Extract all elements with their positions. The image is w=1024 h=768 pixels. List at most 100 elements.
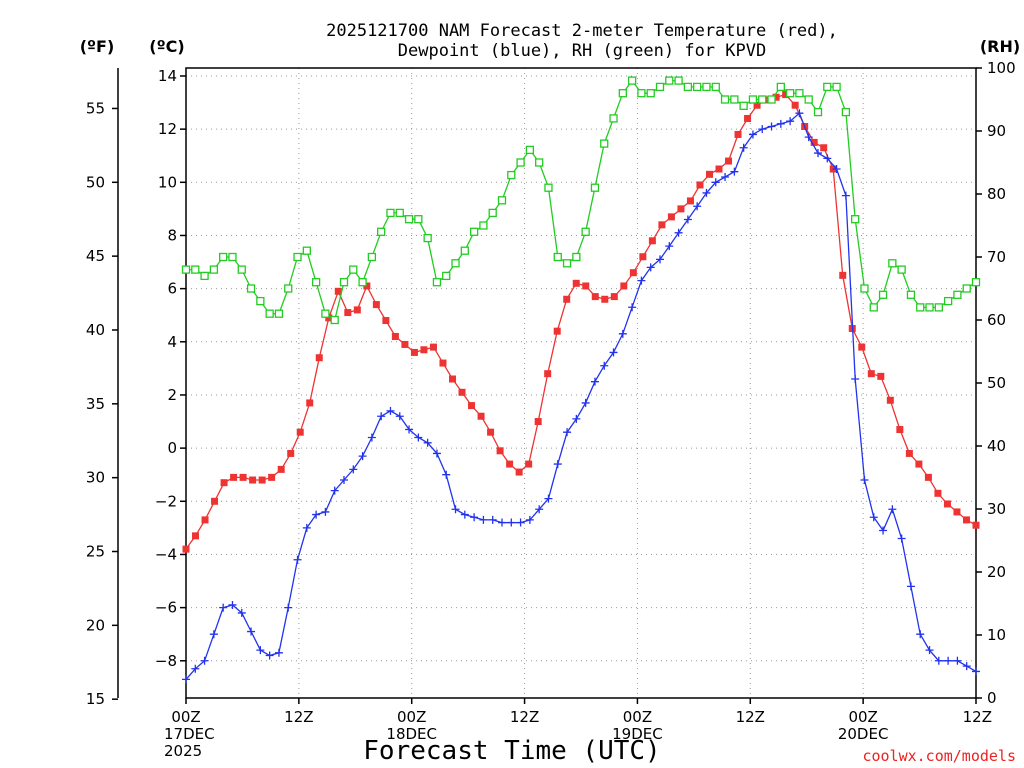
rh-point [404,215,414,224]
rh-point [813,107,823,117]
dewpoint-point [544,494,553,503]
dewpoint-point [191,664,200,673]
dewpoint-point [423,438,432,447]
dewpoint-point [758,125,767,134]
dewpoint-point [897,534,906,543]
dewpoint-point [953,656,962,665]
x-tick-label: 12Z [963,708,992,726]
dewpoint-point [525,515,534,524]
temperature-point [905,449,913,457]
x-tick-label: 12Z [510,708,539,726]
rh-point [572,252,581,262]
dewpoint-point [265,651,274,660]
temperature-point [382,317,390,325]
rh-point [191,265,200,274]
series-temperature [182,91,980,553]
rh-line [186,79,977,322]
dewpoint-point [507,518,516,527]
dewpoint-point [925,646,934,655]
temperature-point [372,301,380,309]
rh-point [423,233,432,243]
rh-point [739,101,748,110]
rh-point [209,265,219,274]
rh-point [488,208,497,218]
rh-tick-label: 60 [987,311,1006,329]
dewpoint-point [358,452,367,461]
rh-point [497,196,507,205]
temperature-point [744,115,752,123]
temperature-point [239,473,247,481]
temperature-point [192,532,200,540]
dewpoint-point [312,510,321,519]
temperature-point [572,279,580,287]
dewpoint-point [869,513,878,522]
dewpoint-point [182,675,190,684]
rh-point [878,290,888,299]
series-dewpoint [182,109,980,684]
dewpoint-point [944,656,953,665]
dewpoint-point [823,154,832,163]
dewpoint-point [674,228,683,237]
rh-point [711,82,720,92]
dewpoint-point [934,656,943,665]
dewpoint-point [972,667,980,676]
rh-tick-label: 10 [987,626,1006,644]
dewpoint-point [367,433,376,442]
temperature-point [249,476,257,484]
rh-tick-label: 30 [987,500,1006,518]
dewpoint-point [200,656,209,665]
rh-point [851,215,860,224]
dewpoint-point [237,608,246,617]
rh-point [600,139,609,148]
dewpoint-point [293,555,302,564]
rh-point [906,290,916,299]
dewpoint-point [432,449,441,458]
fahrenheit-tick-label: 55 [86,99,105,117]
temperature-point [753,101,761,109]
celsius-tick-label: 14 [158,67,177,85]
dewpoint-point [814,149,822,158]
temperature-point [886,396,894,404]
temperature-point [296,428,304,436]
rh-point [618,89,627,98]
rh-unit-label: (RH) [980,37,1020,56]
rh-point [256,296,265,306]
temperature-point [449,375,457,383]
rh-point [562,259,572,268]
series-rh [181,76,981,325]
dewpoint-point [330,486,339,495]
temperature-point [725,157,733,165]
dewpoint-point [228,600,237,609]
temperature-point [277,465,285,473]
rh-point [395,208,404,218]
dewpoint-point [683,215,692,224]
temperature-line [185,93,977,550]
rh-point [823,82,832,92]
dewpoint-point [405,425,414,434]
temperature-point [629,269,637,277]
x-tick-label: 00Z [848,708,877,726]
temperature-point [487,428,495,436]
temperature-point [677,205,685,213]
dewpoint-point [618,329,627,338]
rh-point [460,246,469,255]
temperature-point [610,293,618,301]
rh-point [377,227,386,236]
rh-point [776,82,785,92]
rh-point [897,265,906,274]
celsius-tick-label: 2 [167,386,177,404]
x-tick-label: 00Z [623,708,652,726]
dewpoint-point [581,398,590,407]
gridlines [185,68,977,698]
rh-point [767,95,776,104]
dewpoint-point [962,662,971,671]
dewpoint-point [219,603,228,612]
celsius-tick-label: 0 [167,439,177,457]
rh-point [860,284,869,293]
dewpoint-point [386,406,395,415]
celsius-tick-label: 12 [158,120,177,138]
celsius-tick-label: 4 [167,333,177,351]
dewpoint-point [479,515,488,524]
plot-frame [185,67,977,699]
x-tick-label: 12Z [736,708,765,726]
